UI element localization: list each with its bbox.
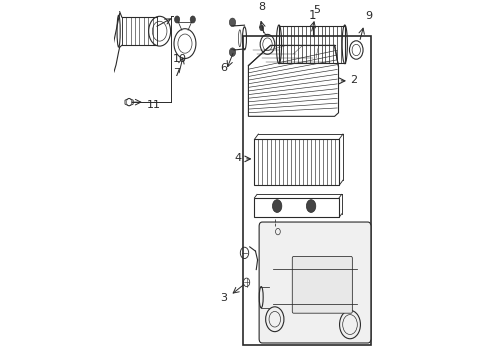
Text: 2: 2 bbox=[350, 75, 357, 85]
Circle shape bbox=[272, 200, 281, 212]
Text: 5: 5 bbox=[312, 5, 320, 14]
Circle shape bbox=[229, 18, 235, 27]
Text: 1: 1 bbox=[308, 9, 316, 22]
Circle shape bbox=[174, 16, 180, 23]
Text: 11: 11 bbox=[146, 100, 161, 110]
Text: 3: 3 bbox=[220, 293, 227, 303]
Text: 10: 10 bbox=[173, 54, 186, 64]
Circle shape bbox=[190, 16, 195, 23]
FancyBboxPatch shape bbox=[292, 256, 352, 313]
Text: 4: 4 bbox=[234, 153, 242, 163]
Circle shape bbox=[259, 25, 264, 31]
Circle shape bbox=[306, 200, 315, 212]
Bar bbox=[243, 36, 370, 345]
FancyBboxPatch shape bbox=[259, 222, 370, 343]
Text: 6: 6 bbox=[220, 63, 227, 73]
Text: 9: 9 bbox=[365, 11, 371, 21]
Text: 7: 7 bbox=[173, 68, 180, 78]
Circle shape bbox=[229, 48, 235, 57]
Text: 8: 8 bbox=[258, 3, 265, 12]
